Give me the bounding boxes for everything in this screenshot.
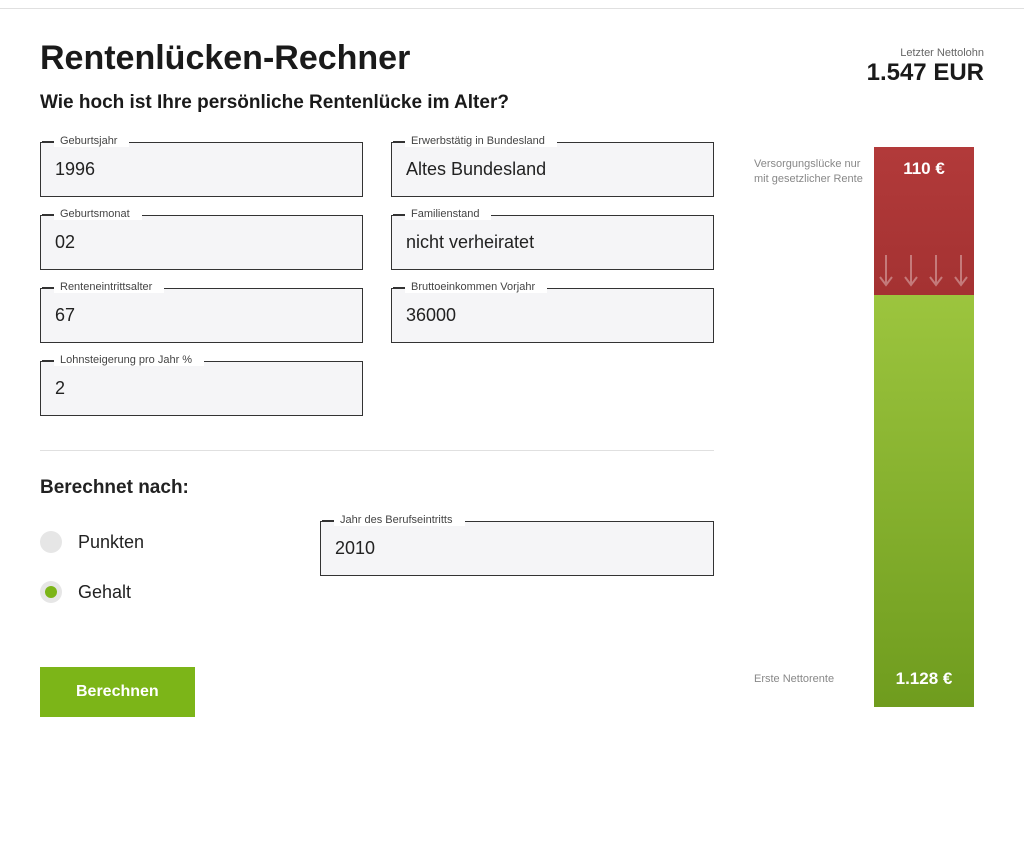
field-retire-age: Renteneintrittsalter: [40, 288, 363, 343]
down-arrows-icon: [874, 255, 974, 295]
section-divider: [40, 450, 714, 451]
bar-segment-gap: 110 €: [874, 147, 974, 295]
label-bundesland: Erwerbstätig in Bundesland: [405, 135, 557, 147]
pension-gap-bar-chart: 110 € 1.128 €: [874, 147, 974, 707]
main-container: Rentenlücken-Rechner Wie hoch ist Ihre p…: [0, 9, 1024, 717]
input-marital[interactable]: [391, 215, 714, 270]
bar-segment-pension: 1.128 €: [874, 295, 974, 707]
input-retire-age[interactable]: [40, 288, 363, 343]
calc-row: Punkten Gehalt Jahr des Berufseintritts: [40, 521, 714, 631]
radio-group: Punkten Gehalt: [40, 521, 280, 631]
label-retire-age: Renteneintrittsalter: [54, 281, 164, 293]
label-entry-year: Jahr des Berufseintritts: [334, 514, 465, 526]
field-wage-growth: Lohnsteigerung pro Jahr %: [40, 361, 363, 416]
left-column: Rentenlücken-Rechner Wie hoch ist Ihre p…: [40, 39, 714, 717]
field-bundesland: Erwerbstätig in Bundesland: [391, 142, 714, 197]
field-marital: Familienstand: [391, 215, 714, 270]
radio-points-label: Punkten: [78, 532, 144, 553]
label-birth-year: Geburtsjahr: [54, 135, 129, 147]
chart-labels: Versorgungslücke nur mit gesetzlicher Re…: [754, 147, 864, 707]
radio-circle-icon: [40, 581, 62, 603]
field-gross-income: Bruttoeinkommen Vorjahr: [391, 288, 714, 343]
radio-points[interactable]: Punkten: [40, 531, 280, 553]
radio-circle-icon: [40, 531, 62, 553]
label-birth-month: Geburtsmonat: [54, 208, 142, 220]
field-birth-year: Geburtsjahr: [40, 142, 363, 197]
pension-label: Erste Nettorente: [754, 673, 864, 707]
field-birth-month: Geburtsmonat: [40, 215, 363, 270]
page-subtitle: Wie hoch ist Ihre persönliche Rentenlück…: [40, 92, 714, 114]
input-entry-year[interactable]: [320, 521, 714, 576]
input-gross-income[interactable]: [391, 288, 714, 343]
form-grid: Geburtsjahr Erwerbstätig in Bundesland G…: [40, 142, 714, 416]
label-gross-income: Bruttoeinkommen Vorjahr: [405, 281, 547, 293]
chart-row: Versorgungslücke nur mit gesetzlicher Re…: [754, 147, 984, 707]
entry-year-col: Jahr des Berufseintritts: [320, 521, 714, 576]
field-entry-year: Jahr des Berufseintritts: [320, 521, 714, 576]
input-wage-growth[interactable]: [40, 361, 363, 416]
label-marital: Familienstand: [405, 208, 491, 220]
calculate-button[interactable]: Berechnen: [40, 667, 195, 717]
radio-salary[interactable]: Gehalt: [40, 581, 280, 603]
input-birth-year[interactable]: [40, 142, 363, 197]
page-title: Rentenlücken-Rechner: [40, 39, 714, 78]
netto-label: Letzter Nettolohn: [754, 47, 984, 59]
netto-value: 1.547 EUR: [754, 59, 984, 87]
gap-label: Versorgungslücke nur mit gesetzlicher Re…: [754, 147, 864, 188]
input-bundesland[interactable]: [391, 142, 714, 197]
pension-value: 1.128 €: [874, 669, 974, 689]
right-column: Letzter Nettolohn 1.547 EUR Versorgungsl…: [754, 39, 984, 717]
label-wage-growth: Lohnsteigerung pro Jahr %: [54, 354, 204, 366]
gap-value: 110 €: [874, 159, 974, 179]
input-birth-month[interactable]: [40, 215, 363, 270]
calc-section-title: Berechnet nach:: [40, 477, 714, 499]
radio-salary-label: Gehalt: [78, 582, 131, 603]
